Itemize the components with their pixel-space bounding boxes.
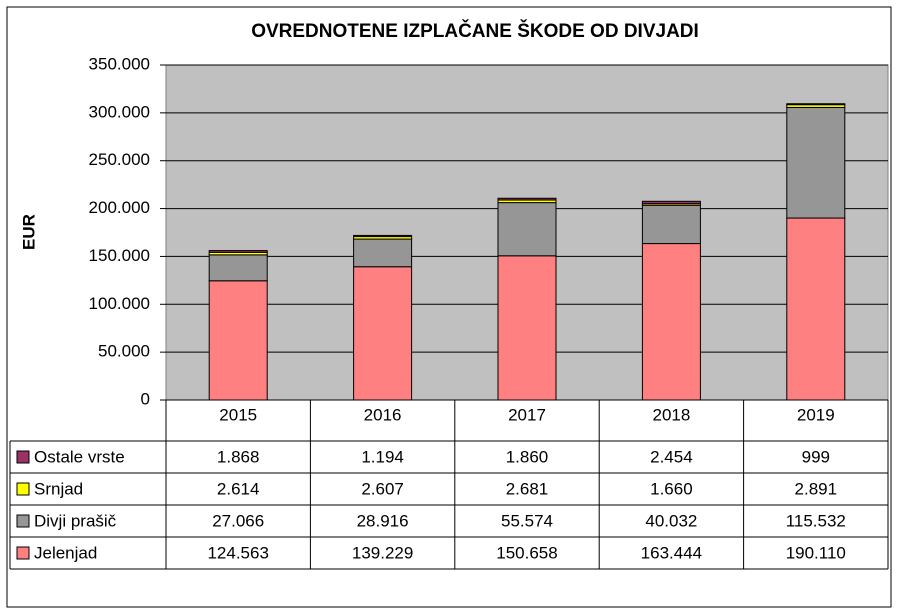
bar-segment xyxy=(208,250,268,253)
y-tick-label: 100.000 xyxy=(89,294,150,313)
legend-key xyxy=(16,546,30,560)
data-table-value: 2.607 xyxy=(361,479,404,498)
bar-segment xyxy=(497,197,557,201)
data-table-value: 124.563 xyxy=(207,543,268,562)
bar-segment xyxy=(353,234,413,238)
legend-key xyxy=(16,450,30,464)
legend-label: Jelenjad xyxy=(34,543,97,562)
bar-segment xyxy=(497,202,557,257)
bar-segment xyxy=(786,217,846,401)
data-table-value: 999 xyxy=(802,447,830,466)
data-table-value: 115.532 xyxy=(786,511,846,530)
data-table-value: 1.194 xyxy=(361,447,404,466)
bar-segment xyxy=(786,103,846,106)
legend-label: Ostale vrste xyxy=(34,447,125,466)
x-tick-label: 2015 xyxy=(219,405,257,424)
chart-title: OVREDNOTENE IZPLAČANE ŠKODE OD DIVJADI xyxy=(251,20,699,42)
data-table-value: 1.868 xyxy=(217,447,260,466)
y-tick-label: 300.000 xyxy=(89,102,150,121)
y-tick-label: 0 xyxy=(141,389,150,408)
y-tick-label: 50.000 xyxy=(98,342,150,361)
data-table-value: 2.681 xyxy=(506,479,549,498)
bar-segment xyxy=(641,243,701,401)
x-tick-label: 2018 xyxy=(652,405,690,424)
data-table-value: 190.110 xyxy=(786,543,846,562)
data-table-value: 1.860 xyxy=(506,447,549,466)
data-table-value: 40.032 xyxy=(645,511,697,530)
y-tick-label: 150.000 xyxy=(89,246,150,265)
data-table-value: 27.066 xyxy=(212,511,264,530)
x-tick-label: 2016 xyxy=(364,405,402,424)
legend-key xyxy=(16,482,30,496)
data-table-value: 2.891 xyxy=(795,479,838,498)
bar-segment xyxy=(208,254,268,282)
data-table-value: 139.229 xyxy=(352,543,413,562)
data-table-value: 2.614 xyxy=(217,479,260,498)
bar-segment xyxy=(786,106,846,219)
bar-segment xyxy=(353,238,413,268)
y-tick-label: 350.000 xyxy=(89,54,150,73)
data-table-value: 163.444 xyxy=(641,543,702,562)
bar-segment xyxy=(641,204,701,245)
bar-segment xyxy=(353,266,413,401)
y-axis-label: EUR xyxy=(19,214,38,250)
legend-key xyxy=(16,514,30,528)
data-table-value: 150.658 xyxy=(496,543,557,562)
x-tick-label: 2019 xyxy=(797,405,835,424)
y-tick-label: 250.000 xyxy=(89,150,150,169)
legend-label: Divji prašič xyxy=(34,511,117,530)
y-tick-label: 200.000 xyxy=(89,198,150,217)
legend-label: Srnjad xyxy=(34,479,83,498)
data-table-value: 1.660 xyxy=(650,479,693,498)
bar-segment xyxy=(497,255,557,401)
bar-segment xyxy=(208,280,268,401)
data-table-value: 2.454 xyxy=(650,447,693,466)
data-table-value: 55.574 xyxy=(501,511,553,530)
x-tick-label: 2017 xyxy=(508,405,546,424)
bar-segment xyxy=(641,200,701,205)
data-table-value: 28.916 xyxy=(357,511,409,530)
